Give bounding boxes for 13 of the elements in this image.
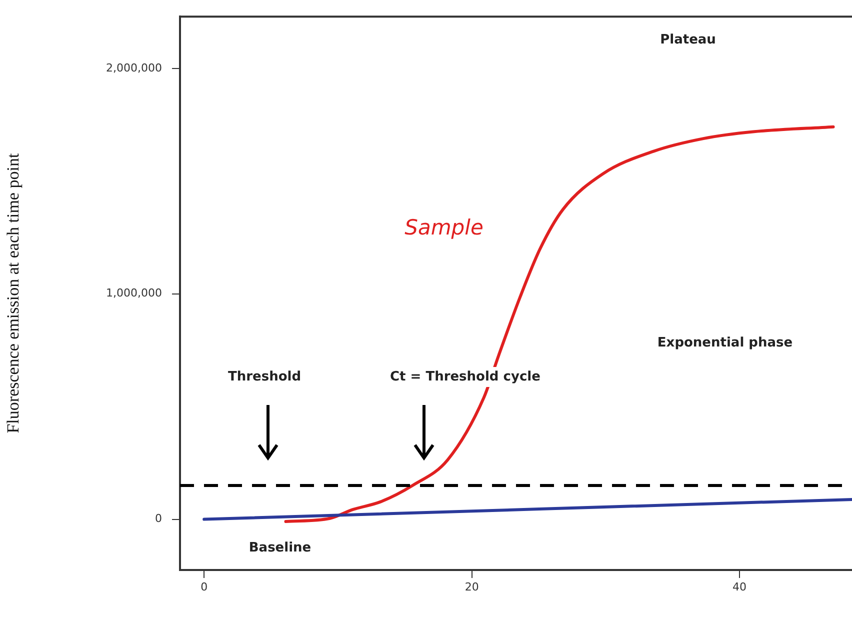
annotation: Ct = Threshold cycle xyxy=(390,369,541,384)
y-axis-title: Fluorescence emission at each time point xyxy=(4,153,23,434)
annotation: Sample xyxy=(404,215,484,240)
annotation: Plateau xyxy=(660,32,716,48)
y-tick-label: 0 xyxy=(155,512,162,526)
y-tick-label: 2,000,000 xyxy=(106,61,162,74)
x-tick-label: 40 xyxy=(732,580,747,594)
annotation: Threshold xyxy=(228,369,302,384)
x-tick-label: 0 xyxy=(200,580,208,594)
x-tick-label: 20 xyxy=(464,580,479,594)
annotation: Exponential phase xyxy=(657,335,793,350)
y-tick-label: 1,000,000 xyxy=(106,286,162,300)
annotation: Baseline xyxy=(248,540,312,556)
